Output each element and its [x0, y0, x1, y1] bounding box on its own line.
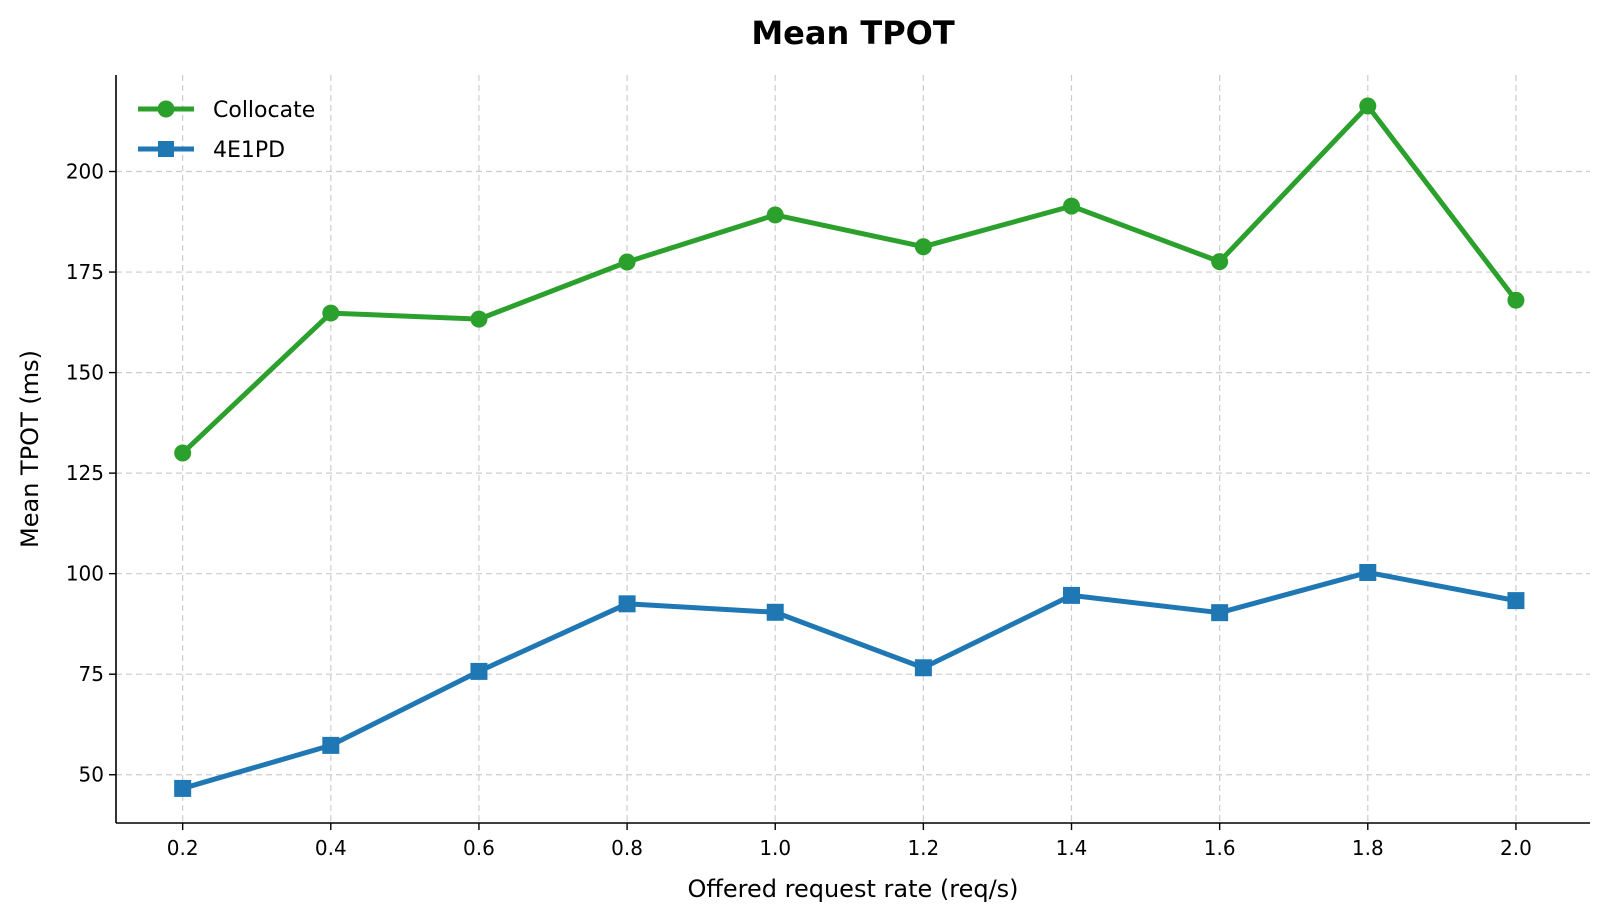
data-point-collocate	[914, 238, 932, 256]
data-point-4e1pd	[766, 603, 784, 621]
series	[174, 97, 1525, 797]
legend-entry-collocate: Collocate	[138, 98, 315, 123]
series-line-collocate	[180, 103, 1518, 455]
data-point-collocate	[1063, 197, 1081, 215]
x-tick-label: 0.4	[315, 836, 347, 860]
y-tick-label: 150	[66, 361, 104, 385]
x-tick-label: 0.6	[463, 836, 495, 860]
data-point-collocate	[618, 253, 636, 271]
data-point-4e1pd	[618, 595, 636, 613]
data-point-collocate	[766, 206, 784, 224]
data-point-4e1pd	[914, 659, 932, 677]
data-point-collocate	[1507, 291, 1525, 309]
y-axis-label: Mean TPOT (ms)	[16, 350, 44, 548]
data-point-4e1pd	[174, 779, 192, 797]
y-tick-label: 175	[66, 260, 104, 284]
data-point-collocate	[470, 310, 488, 328]
x-tick-label: 0.2	[167, 836, 199, 860]
y-tick-label: 50	[79, 763, 104, 787]
data-point-4e1pd	[1507, 592, 1525, 610]
data-point-collocate	[1211, 253, 1229, 271]
legend-marker-4e1pd	[158, 141, 174, 157]
x-tick-label: 1.4	[1056, 836, 1088, 860]
data-point-collocate	[174, 444, 192, 462]
legend-label-collocate: Collocate	[213, 98, 315, 123]
axes	[115, 75, 1590, 824]
x-axis-label: Offered request rate (req/s)	[687, 875, 1018, 903]
y-tick-label: 75	[79, 662, 104, 686]
x-tick-label: 1.2	[907, 836, 939, 860]
legend-entry-4e1pd: 4E1PD	[138, 138, 285, 163]
data-point-4e1pd	[470, 662, 488, 680]
series-4e1pd	[174, 563, 1525, 797]
x-tick-label: 1.0	[759, 836, 791, 860]
grid	[116, 75, 1590, 823]
legend-marker-collocate	[157, 100, 175, 118]
y-tick-label: 125	[66, 461, 104, 485]
x-tick-label: 2.0	[1500, 836, 1532, 860]
data-point-collocate	[322, 304, 340, 322]
data-point-4e1pd	[1063, 586, 1081, 604]
legend: Collocate 4E1PD	[138, 98, 315, 163]
y-tick-label: 200	[66, 160, 104, 184]
data-point-4e1pd	[322, 736, 340, 754]
legend-label-4e1pd: 4E1PD	[213, 138, 285, 163]
chart-title: Mean TPOT	[751, 14, 955, 52]
x-tick-label: 1.6	[1204, 836, 1236, 860]
x-tick-label: 0.8	[611, 836, 643, 860]
series-line-4e1pd	[181, 569, 1517, 791]
series-collocate	[174, 97, 1525, 462]
data-point-4e1pd	[1211, 604, 1229, 622]
ticks: 0.2 0.4 0.6 0.8 1.0 1.2 1.4 1.6 1.8 2.0 50 75 100 125…	[66, 160, 1532, 860]
data-point-collocate	[1359, 97, 1377, 115]
y-tick-label: 100	[66, 562, 104, 586]
x-tick-label: 1.8	[1352, 836, 1384, 860]
data-point-4e1pd	[1359, 563, 1377, 581]
